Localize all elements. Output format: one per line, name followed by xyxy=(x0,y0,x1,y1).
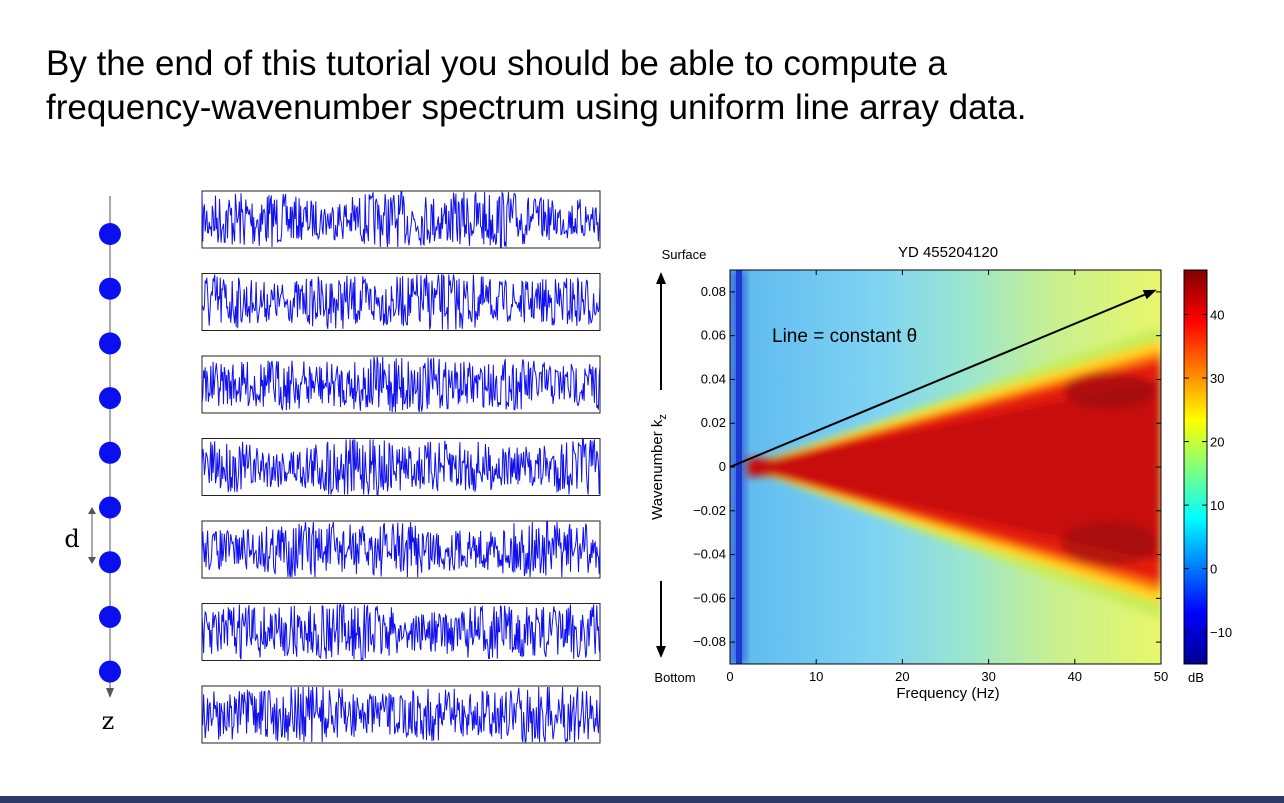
sensor-group xyxy=(99,223,121,683)
spectrum-peak-region xyxy=(1063,372,1156,409)
sensor-dot xyxy=(99,551,121,574)
fk-spectrum-chart: YD 455204120 0.08 0.06 0.04 0.02 0 −0.02 −0.04… xyxy=(649,244,1232,702)
sensor-dot xyxy=(99,605,121,628)
time-series-traces xyxy=(201,190,601,744)
x-tick-label: 30 xyxy=(981,669,995,684)
y-tick-label: −0.06 xyxy=(693,590,726,605)
bottom-label: Bottom xyxy=(654,670,695,685)
y-tick-label: −0.04 xyxy=(693,547,726,562)
spectrum-energy-band xyxy=(747,379,1161,562)
constant-theta-arrowhead xyxy=(1142,289,1157,300)
spacing-arrow-up xyxy=(88,507,96,514)
sensor-dot xyxy=(99,387,121,410)
y-tick-label: 0.06 xyxy=(701,328,726,343)
sensor-dot xyxy=(99,660,121,683)
bottom-arrowhead xyxy=(656,646,666,658)
y-tick-label: 0 xyxy=(719,459,726,474)
headline-line-1: By the end of this tutorial you should b… xyxy=(46,44,947,83)
y-tick-label: 0.02 xyxy=(701,415,726,430)
x-tick-group: 0 10 20 30 40 50 xyxy=(726,270,1168,684)
headline: By the end of this tutorial you should b… xyxy=(46,42,1246,130)
colorbar-tick-label: 10 xyxy=(1210,498,1224,513)
constant-theta-label: Line = constant θ xyxy=(772,326,917,347)
colorbar-tick-label: 30 xyxy=(1210,371,1224,386)
trace-waveform xyxy=(201,439,601,495)
y-tick-label: −0.08 xyxy=(693,634,726,649)
trace-group xyxy=(201,190,601,744)
y-axis-label-subscript: z xyxy=(657,414,669,420)
heatmap-plot-area xyxy=(730,270,1161,664)
slide-footer-bar xyxy=(0,796,1284,803)
trace-waveform xyxy=(202,686,601,744)
y-tick-group: 0.08 0.06 0.04 0.02 0 −0.02 −0.04 −0.06 −0.08 xyxy=(693,284,1161,649)
colorbar xyxy=(1183,269,1208,665)
y-axis-label: Wavenumber kz xyxy=(649,414,669,520)
x-tick-label: 50 xyxy=(1154,669,1168,684)
y-tick-label: 0.04 xyxy=(701,371,726,386)
x-tick-label: 0 xyxy=(726,669,733,684)
x-axis-label: Frequency (Hz) xyxy=(896,685,999,702)
x-tick-label: 40 xyxy=(1068,669,1082,684)
sensor-dot xyxy=(99,332,121,355)
sensor-dot xyxy=(99,223,121,245)
line-array-diagram: d z xyxy=(64,196,121,735)
colorbar-tick-label: 20 xyxy=(1210,435,1224,450)
colorbar-tick-label: −10 xyxy=(1210,625,1232,640)
colorbar-unit-label: dB xyxy=(1188,670,1204,685)
trace-waveform xyxy=(201,603,601,661)
y-axis-label-main: Wavenumber k xyxy=(649,419,666,520)
sensor-dot xyxy=(99,277,121,300)
x-tick-label: 10 xyxy=(809,669,823,684)
y-tick-label: 0.08 xyxy=(701,284,726,299)
spectrum-peak-region xyxy=(1061,521,1158,566)
spacing-label: d xyxy=(64,525,79,553)
sensor-dot xyxy=(99,441,121,464)
spacing-arrow-down xyxy=(88,557,96,564)
headline-line-2: frequency-wavenumber spectrum using unif… xyxy=(46,88,1027,127)
depth-axis-label: z xyxy=(102,707,115,735)
colorbar-tick-label: 0 xyxy=(1210,562,1217,577)
surface-arrowhead xyxy=(656,272,666,284)
chart-title: YD 455204120 xyxy=(898,244,998,261)
trace-waveform xyxy=(201,521,601,578)
trace-waveform xyxy=(201,190,601,248)
colorbar-tick-group: 40 30 20 10 0 −10 xyxy=(1184,307,1232,640)
colorbar-tick-label: 40 xyxy=(1210,307,1224,322)
x-tick-label: 20 xyxy=(895,669,909,684)
surface-label: Surface xyxy=(662,247,707,262)
y-tick-label: −0.02 xyxy=(693,503,726,518)
constant-theta-line xyxy=(729,293,1146,468)
trace-waveform xyxy=(201,273,601,330)
array-axis-arrowhead xyxy=(106,688,114,698)
trace-waveform xyxy=(201,356,601,413)
sensor-dot xyxy=(99,496,121,519)
